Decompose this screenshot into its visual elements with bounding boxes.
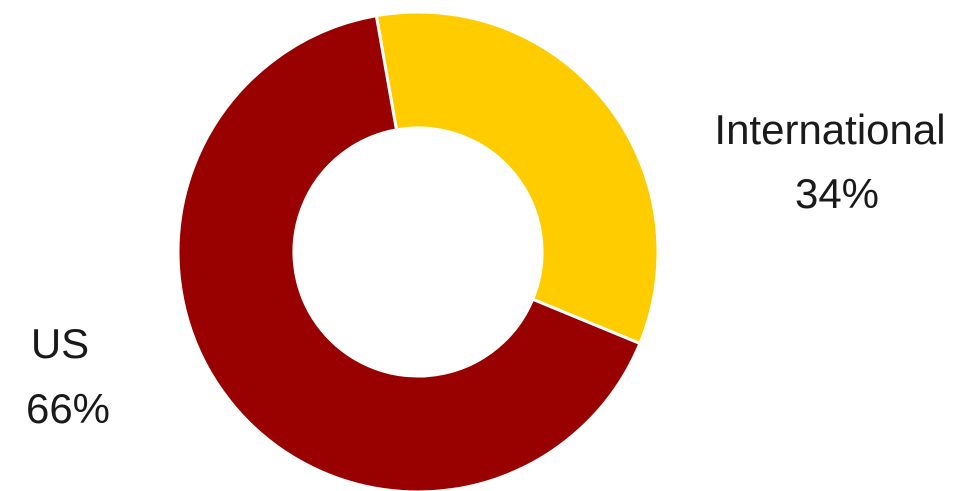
- slice-label-international: International: [714, 106, 945, 153]
- donut-slices: [176, 10, 660, 491]
- slice-value-international: 34%: [795, 170, 879, 217]
- slice-us: [176, 13, 642, 491]
- slice-label-us: US: [31, 320, 89, 367]
- slice-value-us: 66%: [26, 385, 110, 432]
- slice-international: [374, 10, 660, 346]
